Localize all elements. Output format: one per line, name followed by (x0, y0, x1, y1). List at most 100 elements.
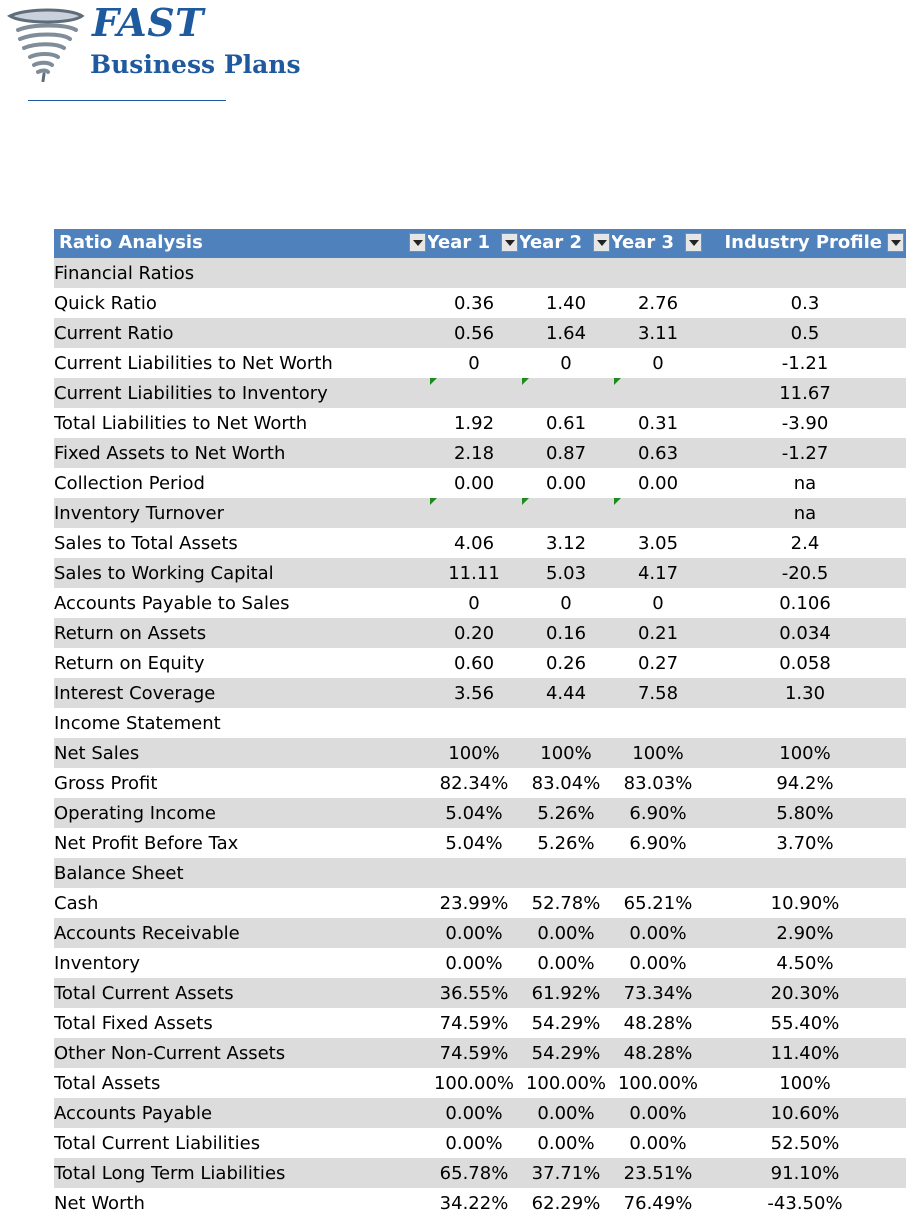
row-label[interactable]: Current Ratio (54, 318, 428, 348)
row-label[interactable]: Fixed Assets to Net Worth (54, 438, 428, 468)
year-value-cell[interactable]: 73.34% (612, 978, 704, 1008)
filter-dropdown-icon[interactable] (409, 233, 426, 252)
year-value-cell[interactable]: 52.78% (520, 888, 612, 918)
year-value-cell[interactable]: 83.03% (612, 768, 704, 798)
row-label[interactable]: Accounts Payable to Sales (54, 588, 428, 618)
year-value-cell[interactable] (428, 708, 520, 738)
row-label[interactable]: Operating Income (54, 798, 428, 828)
year-value-cell[interactable]: 36.55% (428, 978, 520, 1008)
year-value-cell[interactable]: 23.99% (428, 888, 520, 918)
year-value-cell[interactable]: 0.20 (428, 618, 520, 648)
year-value-cell[interactable]: 11.11 (428, 558, 520, 588)
year-value-cell[interactable]: 5.03 (520, 558, 612, 588)
year-value-cell[interactable]: 82.34% (428, 768, 520, 798)
row-label[interactable]: Net Worth (54, 1188, 428, 1218)
industry-value-cell[interactable] (704, 858, 906, 888)
year-value-cell[interactable]: 0.00% (612, 918, 704, 948)
year-value-cell[interactable]: 100% (520, 738, 612, 768)
year-value-cell[interactable]: 1.40 (520, 288, 612, 318)
year-value-cell[interactable] (612, 378, 704, 408)
industry-value-cell[interactable] (704, 258, 906, 288)
year-value-cell[interactable]: 0.21 (612, 618, 704, 648)
year-value-cell[interactable]: 0.61 (520, 408, 612, 438)
year-value-cell[interactable]: 0.56 (428, 318, 520, 348)
year-value-cell[interactable]: 0.16 (520, 618, 612, 648)
industry-value-cell[interactable]: 11.40% (704, 1038, 906, 1068)
year-value-cell[interactable] (428, 858, 520, 888)
row-label[interactable]: Financial Ratios (54, 258, 428, 288)
year-value-cell[interactable]: 54.29% (520, 1008, 612, 1038)
year-value-cell[interactable]: 0 (612, 588, 704, 618)
year-value-cell[interactable]: 1.92 (428, 408, 520, 438)
year-value-cell[interactable]: 0.00% (520, 918, 612, 948)
year-value-cell[interactable]: 34.22% (428, 1188, 520, 1218)
year-value-cell[interactable]: 23.51% (612, 1158, 704, 1188)
year-value-cell[interactable]: 3.12 (520, 528, 612, 558)
industry-value-cell[interactable]: -1.27 (704, 438, 906, 468)
industry-value-cell[interactable]: 100% (704, 1068, 906, 1098)
year-value-cell[interactable]: 48.28% (612, 1008, 704, 1038)
row-label[interactable]: Gross Profit (54, 768, 428, 798)
year-value-cell[interactable]: 0.00% (428, 1098, 520, 1128)
year-value-cell[interactable] (612, 858, 704, 888)
row-label[interactable]: Total Assets (54, 1068, 428, 1098)
year-value-cell[interactable]: 5.26% (520, 828, 612, 858)
row-label[interactable]: Return on Equity (54, 648, 428, 678)
industry-value-cell[interactable]: 0.058 (704, 648, 906, 678)
year-value-cell[interactable]: 0.00% (520, 948, 612, 978)
year-value-cell[interactable]: 0.00% (520, 1098, 612, 1128)
year-value-cell[interactable]: 61.92% (520, 978, 612, 1008)
industry-value-cell[interactable]: 94.2% (704, 768, 906, 798)
row-label[interactable]: Total Current Assets (54, 978, 428, 1008)
year-value-cell[interactable] (612, 708, 704, 738)
industry-value-cell[interactable]: 5.80% (704, 798, 906, 828)
year-value-cell[interactable]: 0 (520, 348, 612, 378)
row-label[interactable]: Net Profit Before Tax (54, 828, 428, 858)
industry-value-cell[interactable]: 91.10% (704, 1158, 906, 1188)
year-value-cell[interactable]: 0.00 (612, 468, 704, 498)
industry-value-cell[interactable]: 10.60% (704, 1098, 906, 1128)
year-value-cell[interactable] (428, 498, 520, 528)
industry-value-cell[interactable]: -1.21 (704, 348, 906, 378)
year-value-cell[interactable]: 0.31 (612, 408, 704, 438)
industry-value-cell[interactable]: 0.106 (704, 588, 906, 618)
year-value-cell[interactable]: 100% (612, 738, 704, 768)
year-value-cell[interactable]: 7.58 (612, 678, 704, 708)
industry-value-cell[interactable]: 10.90% (704, 888, 906, 918)
year-value-cell[interactable]: 0.00% (612, 1128, 704, 1158)
industry-value-cell[interactable]: na (704, 498, 906, 528)
row-label[interactable]: Cash (54, 888, 428, 918)
year-value-cell[interactable]: 5.04% (428, 828, 520, 858)
industry-value-cell[interactable]: 20.30% (704, 978, 906, 1008)
row-label[interactable]: Current Liabilities to Net Worth (54, 348, 428, 378)
year-value-cell[interactable]: 0 (428, 348, 520, 378)
year-value-cell[interactable]: 37.71% (520, 1158, 612, 1188)
year-value-cell[interactable]: 2.76 (612, 288, 704, 318)
row-label[interactable]: Other Non-Current Assets (54, 1038, 428, 1068)
year-value-cell[interactable]: 0.26 (520, 648, 612, 678)
year-value-cell[interactable]: 0.00% (612, 1098, 704, 1128)
year-value-cell[interactable] (520, 708, 612, 738)
industry-value-cell[interactable]: na (704, 468, 906, 498)
year-value-cell[interactable]: 5.26% (520, 798, 612, 828)
year-value-cell[interactable]: 100% (428, 738, 520, 768)
year-value-cell[interactable]: 0.63 (612, 438, 704, 468)
year-value-cell[interactable]: 0.00% (428, 1128, 520, 1158)
industry-value-cell[interactable]: 52.50% (704, 1128, 906, 1158)
year-value-cell[interactable]: 54.29% (520, 1038, 612, 1068)
industry-value-cell[interactable]: 55.40% (704, 1008, 906, 1038)
year-value-cell[interactable]: 0 (612, 348, 704, 378)
year-value-cell[interactable]: 0.00% (428, 918, 520, 948)
industry-value-cell[interactable]: 4.50% (704, 948, 906, 978)
year-value-cell[interactable]: 0.00% (612, 948, 704, 978)
year-value-cell[interactable]: 0.36 (428, 288, 520, 318)
year-value-cell[interactable] (612, 258, 704, 288)
year-value-cell[interactable]: 65.21% (612, 888, 704, 918)
row-label[interactable]: Total Liabilities to Net Worth (54, 408, 428, 438)
year-value-cell[interactable] (428, 378, 520, 408)
industry-value-cell[interactable]: -20.5 (704, 558, 906, 588)
year-value-cell[interactable]: 0.27 (612, 648, 704, 678)
year-value-cell[interactable]: 48.28% (612, 1038, 704, 1068)
row-label[interactable]: Total Current Liabilities (54, 1128, 428, 1158)
year-value-cell[interactable] (520, 498, 612, 528)
